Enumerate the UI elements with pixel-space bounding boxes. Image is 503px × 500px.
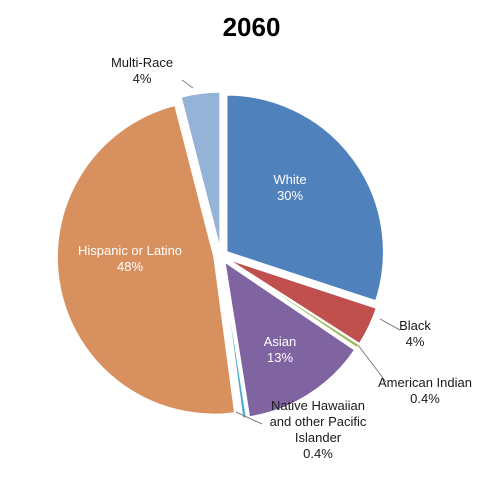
leader-line-black [379,318,401,331]
leader-line-native-hawaiian-and-other-pacific-islander [235,411,263,425]
chart-title: 2060 [222,12,281,42]
pie-slice-white [225,94,385,302]
data-label-hispanic-or-latino: Hispanic or Latino 48% [78,243,182,274]
pie-slice-hispanic-or-latino [56,104,236,416]
leader-line-american-indian [357,344,387,383]
data-label-american-indian: American Indian 0.4% [378,375,472,406]
data-label-white: White 30% [273,172,306,203]
data-label-native-hawaiian-and-other-pacific-islander: Native Hawaiian and other Pacific Islander… [270,398,367,461]
leader-line-multi-race [181,79,194,89]
data-label-asian: Asian 13% [264,334,297,365]
data-label-black: Black 4% [399,318,431,349]
pie-slice-american-indian [226,259,361,349]
pie-slice-multi-race [180,91,221,250]
pie-slice-native-hawaiian-and-other-pacific-islander [221,262,248,420]
data-label-multi-race: Multi-Race 4% [111,55,173,86]
pie-slice-black [226,258,378,345]
pie-slice-asian [223,260,356,418]
